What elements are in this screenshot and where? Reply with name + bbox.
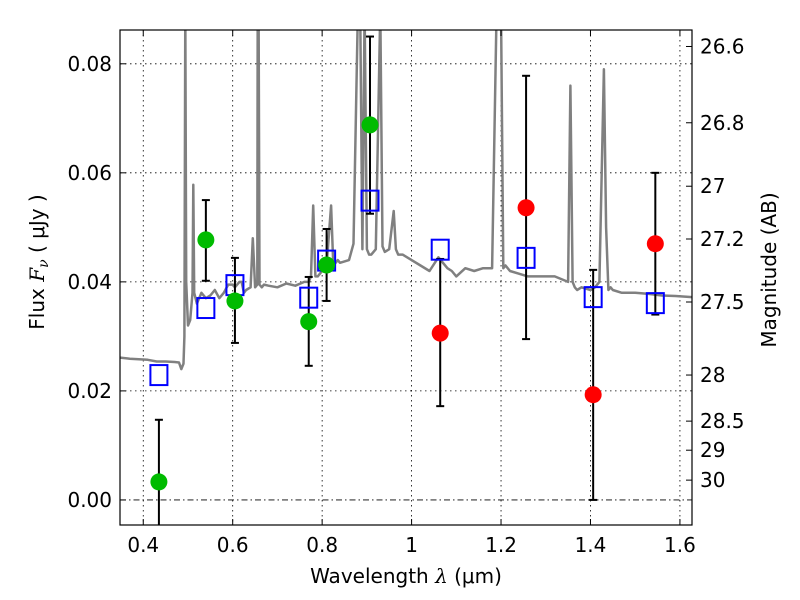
detection-point [226, 292, 244, 310]
model-photometry-square [430, 238, 450, 261]
x-tick-label: 1.6 [664, 533, 696, 557]
model-photometry-square [583, 286, 603, 309]
model-photometry-square [149, 364, 169, 387]
model-photometry-square [516, 246, 536, 269]
x-tick-label: 1 [405, 533, 418, 557]
non-detection-point [431, 324, 449, 342]
spectrum-line [120, 30, 692, 371]
y2-tick-label: 28.5 [700, 409, 745, 433]
y-tick-label: 0.00 [67, 488, 112, 512]
y2-tick-label: 27 [700, 174, 725, 198]
y-tick-label: 0.06 [67, 161, 112, 185]
y2-tick-label: 30 [700, 468, 725, 492]
detection-point [318, 256, 336, 274]
model-photometry-square [299, 286, 319, 309]
y-axis-label: Flux Fν ( μJy ) [25, 194, 52, 329]
x-tick-label: 1.2 [485, 533, 517, 557]
x-tick-label: 0.8 [306, 533, 338, 557]
y2-tick-label: 27.2 [700, 227, 745, 251]
y2-axis-ticks: 26.6 26.8 27 27.2 27.5 28 28.5 29 30 [686, 34, 745, 492]
x-tick-label: 0.6 [217, 533, 249, 557]
y-axis-ticks: 0.00 0.02 0.04 0.06 0.08 [67, 52, 126, 512]
x-axis-ticks: 0.4 0.6 0.8 1 1.2 1.4 1.6 [127, 30, 696, 557]
x-tick-label: 1.4 [575, 533, 607, 557]
model-photometry-square [360, 189, 380, 212]
non-detection-point [517, 199, 535, 217]
detection-point [197, 231, 215, 249]
y2-tick-label: 26.6 [700, 34, 745, 58]
model-photometry-series [149, 189, 665, 387]
detection-point [361, 116, 379, 134]
y2-tick-label: 27.5 [700, 290, 745, 314]
y-tick-label: 0.02 [67, 379, 112, 403]
x-axis-label: Wavelength λ (μm) [310, 564, 502, 588]
model-photometry-square [645, 292, 665, 315]
y2-tick-label: 26.8 [700, 111, 745, 135]
y2-tick-label: 28 [700, 363, 725, 387]
x-tick-label: 0.4 [127, 533, 159, 557]
errorbars [154, 35, 660, 525]
y-tick-label: 0.04 [67, 270, 112, 294]
y2-axis-label: Magnitude (AB) [757, 192, 781, 347]
model-photometry-square [196, 297, 216, 320]
non-detection-point [584, 386, 602, 404]
detection-point [300, 313, 318, 331]
plot-frame [119, 29, 693, 526]
y-tick-label: 0.08 [67, 52, 112, 76]
observed-photometry-series [150, 116, 664, 491]
grid [120, 30, 692, 525]
y2-tick-label: 29 [700, 438, 725, 462]
non-detection-point [646, 235, 664, 253]
spectrum-series [120, 30, 692, 371]
detection-point [150, 473, 168, 491]
